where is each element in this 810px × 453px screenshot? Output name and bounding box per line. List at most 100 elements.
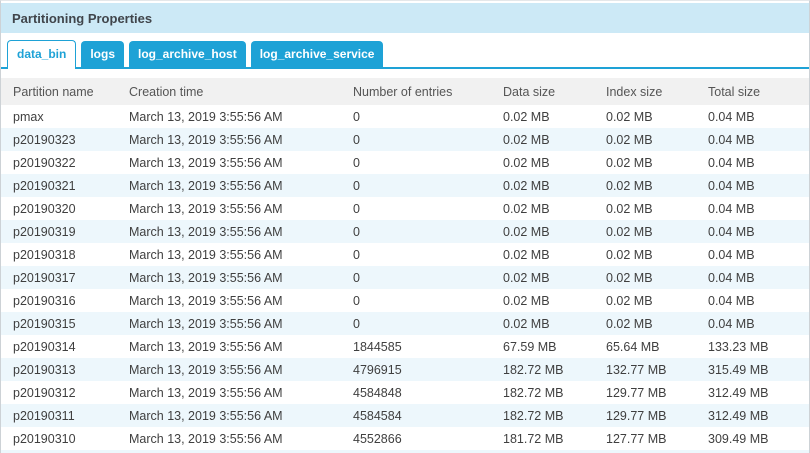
cell-creation-time: March 13, 2019 3:55:56 AM [129,293,283,308]
cell-data-size: 182.72 MB [503,385,564,400]
cell-total-size: 133.23 MB [708,339,769,354]
cell-partition-name: p20190317 [13,270,76,285]
cell-index-size: 0.02 MB [606,247,653,262]
cell-data-size: 67.59 MB [503,339,557,354]
cell-index-size: 0.02 MB [606,293,653,308]
cell-number-of-entries: 0 [353,270,360,285]
table-row: p20190315 March 13, 2019 3:55:56 AM 0 0.02 … [1,312,809,335]
cell-number-of-entries: 1844585 [353,339,402,354]
cell-index-size: 0.02 MB [606,316,653,331]
table-row: p20190310 March 13, 2019 3:55:56 AM 455286… [1,427,809,450]
cell-partition-name: p20190323 [13,132,76,147]
column-header-partition-name: Partition name [1,78,117,105]
table-row: p20190311 March 13, 2019 3:55:56 AM 458458… [1,404,809,427]
tab-logs[interactable]: logs [81,41,125,67]
cell-partition-name: p20190318 [13,247,76,262]
cell-index-size: 0.02 MB [606,178,653,193]
column-header-creation-time: Creation time [117,78,341,105]
cell-partition-name: p20190320 [13,201,76,216]
cell-total-size: 0.04 MB [708,293,755,308]
table-row: pmax March 13, 2019 3:55:56 AM 0 0.02 MB 0.0… [1,105,809,128]
cell-creation-time: March 13, 2019 3:55:56 AM [129,431,283,446]
cell-index-size: 129.77 MB [606,385,667,400]
cell-index-size: 0.02 MB [606,132,653,147]
cell-index-size: 0.02 MB [606,109,653,124]
cell-partition-name: p20190319 [13,224,76,239]
cell-total-size: 0.04 MB [708,270,755,285]
cell-index-size: 0.02 MB [606,201,653,216]
cell-partition-name: p20190322 [13,155,76,170]
panel-header: Partitioning Properties [1,3,809,33]
cell-partition-name: p20190313 [13,362,76,377]
cell-total-size: 312.49 MB [708,408,769,423]
cell-partition-name: p20190312 [13,385,76,400]
cell-index-size: 0.02 MB [606,155,653,170]
cell-number-of-entries: 4796915 [353,362,402,377]
column-header-index-size: Index size [594,78,696,105]
cell-index-size: 129.77 MB [606,408,667,423]
table-header-row: Partition name Creation time Number of ent… [1,78,809,105]
cell-data-size: 0.02 MB [503,132,550,147]
cell-total-size: 0.04 MB [708,224,755,239]
cell-total-size: 0.04 MB [708,109,755,124]
cell-creation-time: March 13, 2019 3:55:56 AM [129,132,283,147]
cell-creation-time: March 13, 2019 3:55:56 AM [129,201,283,216]
cell-data-size: 0.02 MB [503,316,550,331]
table-row: p20190314 March 13, 2019 3:55:56 AM 184458… [1,335,809,358]
table-row: p20190322 March 13, 2019 3:55:56 AM 0 0.02 … [1,151,809,174]
cell-data-size: 0.02 MB [503,293,550,308]
cell-number-of-entries: 0 [353,316,360,331]
cell-total-size: 0.04 MB [708,132,755,147]
cell-creation-time: March 13, 2019 3:55:56 AM [129,178,283,193]
table-row: p20190317 March 13, 2019 3:55:56 AM 0 0.02 … [1,266,809,289]
tab-data-bin[interactable]: data_bin [7,40,77,69]
cell-creation-time: March 13, 2019 3:55:56 AM [129,155,283,170]
cell-number-of-entries: 0 [353,178,360,193]
tab-log-archive-service[interactable]: log_archive_service [250,41,384,67]
cell-creation-time: March 13, 2019 3:55:56 AM [129,224,283,239]
cell-number-of-entries: 0 [353,132,360,147]
column-header-number-of-entries: Number of entries [341,78,491,105]
table-row: p20190323 March 13, 2019 3:55:56 AM 0 0.02 … [1,128,809,151]
cell-data-size: 182.72 MB [503,362,564,377]
cell-total-size: 0.04 MB [708,178,755,193]
cell-partition-name: p20190315 [13,316,76,331]
column-header-total-size: Total size [696,78,809,105]
table-row: p20190313 March 13, 2019 3:55:56 AM 479691… [1,358,809,381]
cell-creation-time: March 13, 2019 3:55:56 AM [129,316,283,331]
cell-partition-name: p20190311 [13,408,75,423]
cell-data-size: 0.02 MB [503,178,550,193]
cell-total-size: 0.04 MB [708,201,755,216]
cell-partition-name: p20190316 [13,293,76,308]
cell-index-size: 0.02 MB [606,224,653,239]
cell-number-of-entries: 4552866 [353,431,402,446]
table-row-partial [1,450,809,453]
cell-number-of-entries: 0 [353,293,360,308]
panel-title: Partitioning Properties [12,10,153,26]
cell-creation-time: March 13, 2019 3:55:56 AM [129,247,283,262]
cell-index-size: 65.64 MB [606,339,660,354]
table-row: p20190318 March 13, 2019 3:55:56 AM 0 0.02 … [1,243,809,266]
cell-number-of-entries: 0 [353,224,360,239]
cell-creation-time: March 13, 2019 3:55:56 AM [129,109,283,124]
cell-data-size: 0.02 MB [503,201,550,216]
table-row: p20190319 March 13, 2019 3:55:56 AM 0 0.02 … [1,220,809,243]
cell-number-of-entries: 4584848 [353,385,402,400]
table-row: p20190312 March 13, 2019 3:55:56 AM 458484… [1,381,809,404]
cell-creation-time: March 13, 2019 3:55:56 AM [129,339,283,354]
table-body: pmax March 13, 2019 3:55:56 AM 0 0.02 MB 0.0… [1,105,809,453]
cell-data-size: 0.02 MB [503,224,550,239]
cell-data-size: 181.72 MB [503,431,564,446]
cell-data-size: 0.02 MB [503,109,550,124]
cell-data-size: 0.02 MB [503,155,550,170]
cell-partition-name: p20190310 [13,431,76,446]
cell-number-of-entries: 0 [353,109,360,124]
tab-log-archive-host[interactable]: log_archive_host [129,41,246,67]
cell-number-of-entries: 4584584 [353,408,402,423]
cell-creation-time: March 13, 2019 3:55:56 AM [129,408,283,423]
cell-partition-name: p20190321 [13,178,76,193]
cell-total-size: 0.04 MB [708,247,755,262]
cell-total-size: 312.49 MB [708,385,769,400]
cell-index-size: 132.77 MB [606,362,667,377]
